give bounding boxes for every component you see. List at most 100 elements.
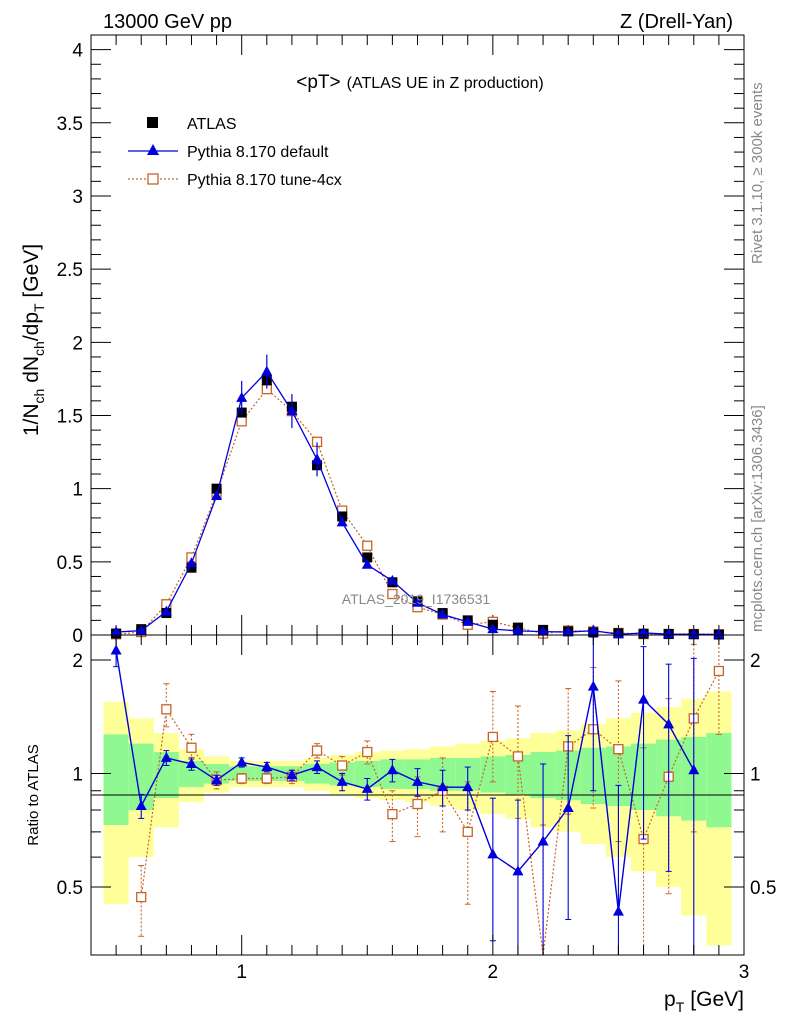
ratio-point-default <box>211 774 223 785</box>
ratio-point-default <box>462 781 474 792</box>
ratio-point-default <box>336 775 348 786</box>
ratio-plot-panel: 0.5 0.5 1 1 2 2 1 2 3 <box>57 634 776 983</box>
y-axis-label: 1/Nch dNch/dpT [GeV] <box>20 244 47 436</box>
ratio-point-default <box>361 782 373 793</box>
x-tick-label: 2 <box>488 962 499 983</box>
legend-label-default: Pythia 8.170 default <box>187 144 329 161</box>
y-tick-label: 1.5 <box>57 406 83 427</box>
ratio-point-default <box>512 865 524 876</box>
ratio-point-tune <box>412 798 423 810</box>
legend-marker-atlas <box>147 117 158 128</box>
x-axis-label: pT [GeV] <box>664 988 744 1015</box>
y-tick-label: 3.5 <box>57 114 83 135</box>
header-right: Z (Drell-Yan) <box>620 11 733 33</box>
data-point-default <box>185 557 197 568</box>
ratio-y-tick-label-right: 1 <box>750 764 761 785</box>
ratio-point-default <box>612 905 624 916</box>
y-tick-label: 0.5 <box>57 553 83 574</box>
ratio-point-default <box>562 801 574 812</box>
ratio-point-tune <box>311 745 323 756</box>
data-point-default <box>311 453 323 464</box>
main-plot-ticks: 0 0.5 1 1.5 2 2.5 3 3.5 4 <box>57 35 745 647</box>
ratio-point-default <box>386 764 398 775</box>
data-point-default <box>562 626 574 637</box>
ratio-point-tune <box>236 773 247 784</box>
data-point-default <box>160 605 172 616</box>
data-point-default <box>336 516 348 527</box>
ratio-point-tune <box>387 809 398 820</box>
ratio-point-tune <box>186 742 197 753</box>
ratio-point-default <box>286 769 298 780</box>
data-point-default <box>663 628 675 639</box>
ratio-point-tune <box>136 891 147 903</box>
data-point-tune <box>236 416 247 427</box>
chart-title-sub: (ATLAS UE in Z production) <box>347 75 544 92</box>
data-point-default <box>638 626 650 637</box>
legend-marker-default <box>147 144 159 155</box>
y-tick-label: 2 <box>72 333 83 354</box>
ratio-ticks: 0.5 0.5 1 1 2 2 1 2 3 <box>57 635 776 983</box>
ratio-point-default <box>311 761 323 772</box>
ratio-y-tick-label: 1 <box>72 764 83 785</box>
ratio-y-tick-label-right: 2 <box>750 651 761 672</box>
ratio-point-tune <box>462 826 473 838</box>
analysis-watermark: ATLAS_2019_I1736531 <box>342 591 491 607</box>
data-point-atlas <box>186 562 197 573</box>
ratio-point-default <box>487 848 499 859</box>
ratio-point-default <box>537 835 549 846</box>
ratio-point-default <box>587 680 599 691</box>
ratio-point-default <box>412 775 423 786</box>
data-point-default <box>286 405 298 416</box>
legend-marker-tune <box>147 173 159 185</box>
data-point-atlas <box>211 483 222 494</box>
y-tick-label: 4 <box>72 41 83 62</box>
data-point-tune <box>362 540 373 551</box>
y-tick-label: 1 <box>72 480 83 501</box>
ratio-y-tick-label: 2 <box>72 651 83 672</box>
data-point-default <box>110 626 122 637</box>
data-point-default <box>512 624 524 635</box>
ratio-point-tune <box>613 744 624 755</box>
band-green <box>103 734 129 826</box>
ratio-point-tune <box>337 760 348 771</box>
ratio-line-default <box>115 650 695 912</box>
x-tick-label: 1 <box>236 962 247 983</box>
legend-label-atlas: ATLAS <box>187 116 237 133</box>
chart-title-main: <pT> <box>296 72 340 93</box>
data-point-default <box>537 625 549 636</box>
data-point-default <box>236 391 248 402</box>
ratio-y-axis-label: Ratio to ATLAS <box>25 744 42 845</box>
band-green <box>706 733 732 828</box>
ratio-point-default <box>261 761 273 772</box>
ratio-point-default <box>437 781 449 792</box>
data-point-tune <box>387 588 398 600</box>
data-point-default <box>386 574 398 585</box>
y-tick-label: 3 <box>72 187 83 208</box>
main-plot-panel: 0 0.5 1 1.5 2 2.5 3 3.5 4 <box>57 34 745 647</box>
x-axis-label-sub: T <box>676 999 685 1015</box>
rivet-label: Rivet 3.1.10, ≥ 300k events <box>749 82 766 264</box>
ratio-point-default <box>688 764 700 775</box>
data-point-default <box>437 608 449 619</box>
ratio-point-default <box>185 757 197 768</box>
ratio-series <box>110 634 725 956</box>
ratio-point-default <box>638 693 650 704</box>
ratio-point-default <box>110 644 122 655</box>
band-green <box>480 756 506 793</box>
data-point-default <box>261 365 273 376</box>
ratio-point-tune <box>713 665 725 677</box>
ratio-point-default <box>236 756 248 767</box>
ratio-point-tune <box>362 746 373 758</box>
legend: ATLAS Pythia 8.170 default Pythia 8.170 … <box>128 116 342 189</box>
ratio-point-tune <box>487 731 498 743</box>
ratio-point-default <box>135 799 147 810</box>
x-axis-label-main: p <box>664 988 676 1011</box>
header-left: 13000 GeV pp <box>103 11 232 33</box>
ratio-point-default <box>160 751 172 762</box>
y-tick-label: 2.5 <box>57 260 83 281</box>
data-point-default <box>713 628 725 639</box>
x-axis-label-unit: [GeV] <box>690 988 744 1011</box>
data-point-atlas <box>362 552 373 563</box>
data-point-default <box>412 596 423 607</box>
